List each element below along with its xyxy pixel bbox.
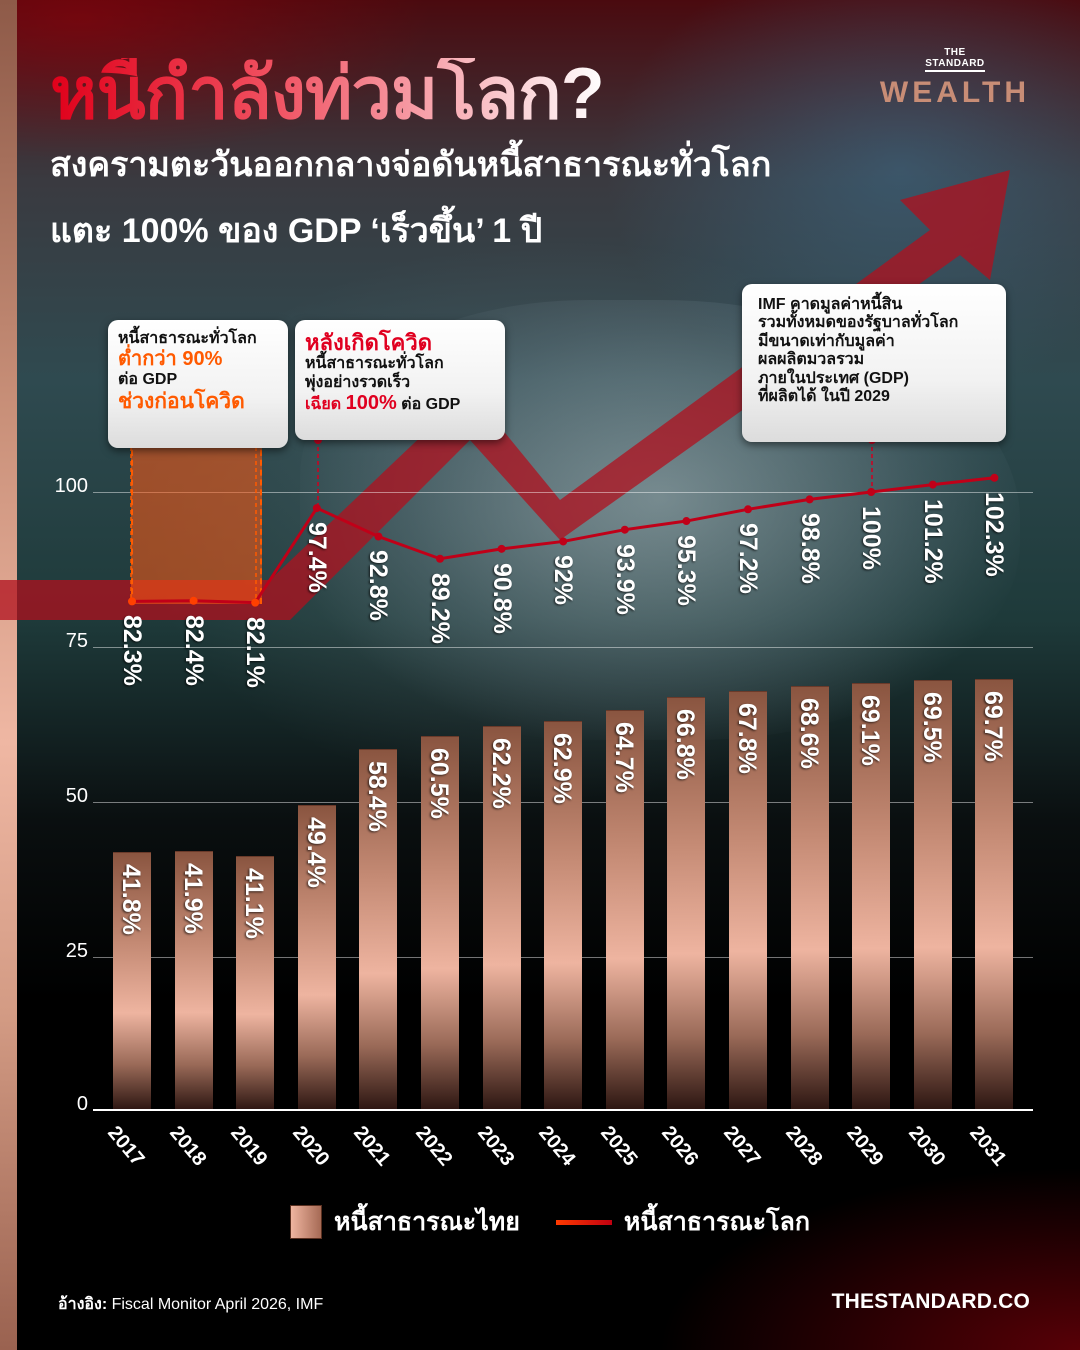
bar-2023	[482, 725, 521, 1111]
legend-world-debt-label: หนี้สาธารณะโลก	[623, 1208, 811, 1236]
callout-pre-covid-line1: หนี้สาธารณะทั่วโลก	[118, 330, 257, 347]
line-value-label: 90.8%	[487, 562, 516, 634]
line-value-label: 82.1%	[241, 616, 270, 688]
line-value-label: 97.4%	[302, 522, 331, 593]
line-value-label: 98.8%	[795, 513, 824, 585]
line-value-label: 92%	[549, 555, 578, 606]
bar-2017	[113, 851, 151, 1111]
source-text: Fiscal Monitor April 2026, IMF	[107, 1296, 324, 1313]
legend-line-swatch	[555, 1219, 612, 1225]
callout-imf-line5: ภายในประเทศ (GDP)	[758, 369, 909, 387]
line-value-label: 102.3%	[980, 491, 1009, 577]
callout-pre-covid-line4: ช่วงก่อนโควิด	[118, 389, 245, 413]
callout-post-covid-line1: หลังเกิดโควิด	[305, 330, 433, 355]
brand-standard: STANDARD	[925, 57, 985, 69]
callout-imf-2029: IMF คาดมูลค่าหนี้สิน รวมทั้งหมดของรัฐบาล…	[742, 284, 1006, 442]
line-value-label: 95.3%	[672, 535, 701, 606]
bar-2029	[852, 682, 891, 1111]
callout-pre-covid-line2a: ต่ำกว่า	[118, 348, 183, 371]
line-value-label: 92.8%	[364, 550, 393, 622]
callout-imf-line1: IMF คาดมูลค่าหนี้สิน	[758, 296, 903, 313]
y-tick-25: 25	[65, 940, 88, 962]
legend-bar-swatch	[290, 1205, 322, 1239]
bar-2022	[421, 736, 459, 1111]
brand-the-standard: THE STANDARD	[925, 47, 985, 72]
brand-logo: THE STANDARD WEALTH	[879, 47, 1030, 110]
footer-brand-url: THESTANDARD.CO	[831, 1290, 1030, 1313]
line-value-label: 82.3%	[118, 615, 146, 687]
bar-2030	[913, 680, 952, 1111]
callout-imf-line4: ผลผลิตมวลรวม	[758, 351, 865, 369]
callout-post-covid-line4c: ต่อ GDP	[396, 396, 461, 414]
callout-imf-line2: รวมทั้งหมดของรัฐบาลทั่วโลก	[758, 314, 959, 332]
bar-2025	[605, 710, 644, 1111]
callout-post-covid-line2: หนี้สาธารณะทั่วโลก	[305, 355, 444, 373]
subtitle-line-2: แตะ 100% ของ GDP ‘เร็วขึ้น’ 1 ปี	[50, 212, 543, 250]
callout-imf-line3: มีขนาดเท่ากับมูลค่า	[758, 332, 895, 350]
gridline-75	[93, 647, 1033, 648]
brand-the: THE	[944, 47, 966, 58]
bar-2027	[729, 690, 767, 1111]
bar-2021	[359, 749, 398, 1111]
bar-2031	[975, 679, 1014, 1111]
x-axis-baseline	[93, 1109, 1033, 1111]
bar-2019	[236, 856, 275, 1111]
gridline-100	[93, 492, 1033, 493]
line-value-label: 97.2%	[734, 523, 762, 595]
chart-legend: หนี้สาธารณะไทย หนี้สาธารณะโลก	[290, 1202, 810, 1242]
bar-2026	[667, 697, 706, 1111]
source-prefix: อ้างอิง:	[58, 1296, 108, 1313]
line-value-label: 93.9%	[610, 543, 639, 615]
subtitle-line-1: สงครามตะวันออกกลางจ่อดันหนี้สาธารณะทั่วโ…	[50, 146, 772, 184]
callout-pre-covid-90pct: 90%	[182, 348, 223, 371]
callout-pre-covid: หนี้สาธารณะทั่วโลก ต่ำกว่า 90% ต่อ GDP ช…	[108, 320, 288, 448]
brand-wealth: WEALTH	[879, 76, 1030, 109]
callout-imf-line6: ที่ผลิตได้ ในปี 2029	[758, 387, 890, 405]
bar-2020	[297, 804, 336, 1111]
bar-2028	[790, 686, 829, 1111]
source-citation: อ้างอิง: Fiscal Monitor April 2026, IMF	[58, 1292, 323, 1317]
legend-thai-debt-label: หนี้สาธารณะไทย	[334, 1208, 520, 1236]
line-value-label: 101.2%	[918, 498, 947, 584]
page-title: หนี้กำลังท่วมโลก?	[50, 54, 605, 134]
callout-post-covid-line3: พุ่งอย่างรวดเร็ว	[305, 373, 411, 391]
y-tick-0: 0	[76, 1093, 88, 1115]
line-value-label: 100%	[857, 506, 886, 570]
bar-2024	[544, 721, 583, 1111]
y-tick-50: 50	[65, 785, 88, 807]
callout-pre-covid-line3: ต่อ GDP	[118, 371, 178, 389]
callout-post-covid-line4a: เฉียด	[305, 396, 346, 414]
callout-post-covid: หลังเกิดโควิด หนี้สาธารณะทั่วโลก พุ่งอย่…	[295, 320, 505, 440]
callout-post-covid-100pct: 100%	[345, 392, 397, 415]
line-value-label: 82.4%	[179, 614, 208, 686]
bar-2018	[174, 851, 213, 1111]
y-tick-75: 75	[65, 630, 88, 652]
line-value-label: 89.2%	[426, 572, 454, 644]
y-tick-100: 100	[54, 475, 88, 497]
pre-covid-highlight	[131, 440, 262, 604]
